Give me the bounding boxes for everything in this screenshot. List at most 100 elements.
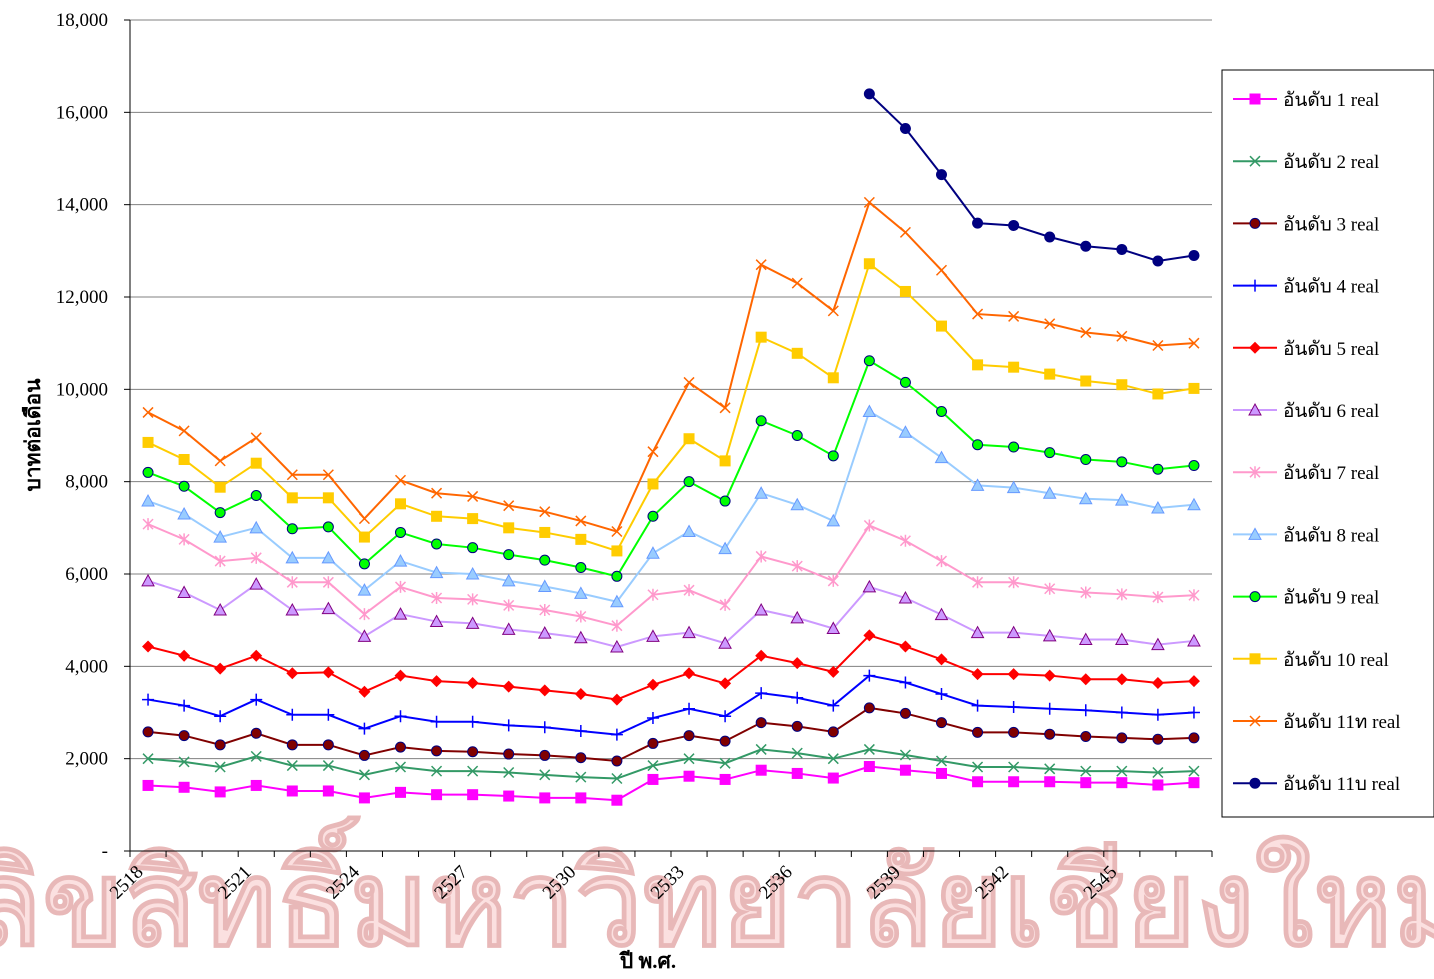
marker	[937, 170, 947, 180]
marker	[214, 604, 226, 615]
marker	[828, 373, 838, 383]
marker	[611, 729, 623, 741]
marker	[539, 684, 551, 696]
marker	[972, 668, 984, 680]
marker	[1188, 675, 1200, 687]
marker	[395, 608, 407, 619]
marker	[431, 716, 443, 728]
marker	[359, 750, 369, 760]
marker	[791, 692, 803, 704]
marker	[250, 650, 262, 662]
marker	[720, 774, 730, 784]
marker	[612, 795, 622, 805]
marker	[287, 524, 297, 534]
marker	[612, 546, 622, 556]
marker	[828, 727, 838, 737]
marker	[792, 348, 802, 358]
marker	[719, 710, 731, 722]
marker	[792, 721, 802, 731]
marker	[683, 667, 695, 679]
marker	[900, 123, 910, 133]
marker	[396, 787, 406, 797]
legend-box	[1222, 70, 1434, 817]
marker	[576, 563, 586, 573]
marker	[251, 728, 261, 738]
marker	[1045, 777, 1055, 787]
marker	[1045, 729, 1055, 739]
marker	[719, 543, 731, 554]
legend-label: อันดับ 11ท real	[1283, 712, 1401, 733]
marker	[179, 533, 189, 545]
series-line	[148, 767, 1194, 801]
marker	[791, 657, 803, 669]
marker	[576, 793, 586, 803]
marker	[972, 700, 984, 712]
marker	[900, 377, 910, 387]
marker	[720, 599, 730, 611]
marker	[287, 740, 297, 750]
marker	[1116, 707, 1128, 719]
marker	[1153, 256, 1163, 266]
y-tick-label: 8,000	[65, 472, 108, 493]
y-tick-label: -	[102, 841, 108, 862]
marker	[1153, 780, 1163, 790]
marker	[468, 543, 478, 553]
marker	[467, 716, 479, 728]
series-line	[148, 361, 1194, 577]
marker	[756, 332, 766, 342]
legend-label: อันดับ 7 real	[1283, 463, 1379, 484]
marker	[143, 518, 153, 530]
marker	[684, 731, 694, 741]
marker	[250, 522, 262, 533]
marker	[359, 514, 369, 524]
marker	[395, 710, 407, 722]
legend-label: อันดับ 11บ real	[1283, 774, 1400, 795]
marker	[756, 765, 766, 775]
marker	[937, 265, 947, 275]
legend-label: อันดับ 1 real	[1283, 90, 1379, 111]
legend-label: อันดับ 6 real	[1283, 401, 1379, 422]
series-line	[148, 411, 1194, 601]
marker	[864, 197, 874, 207]
marker	[503, 719, 515, 731]
marker	[900, 227, 910, 237]
marker	[215, 508, 225, 518]
marker	[1081, 241, 1091, 251]
marker	[1116, 673, 1128, 685]
marker	[1081, 778, 1091, 788]
marker	[179, 426, 189, 436]
marker	[504, 791, 514, 801]
marker	[468, 790, 478, 800]
marker	[1188, 707, 1200, 719]
y-tick-label: 4,000	[65, 656, 108, 677]
marker	[1045, 369, 1055, 379]
marker	[937, 406, 947, 416]
marker	[251, 458, 261, 468]
marker	[322, 709, 334, 721]
marker	[468, 514, 478, 524]
marker	[142, 575, 154, 586]
series-line	[148, 676, 1194, 735]
marker	[755, 487, 767, 498]
series-line	[869, 94, 1194, 261]
marker	[1189, 461, 1199, 471]
marker	[683, 526, 695, 537]
y-tick-label: 2,000	[65, 749, 108, 770]
marker	[1117, 778, 1127, 788]
marker	[142, 495, 154, 506]
marker	[1080, 673, 1092, 685]
marker	[323, 740, 333, 750]
marker	[973, 360, 983, 370]
series-line	[148, 264, 1194, 551]
marker	[359, 559, 369, 569]
marker	[648, 479, 658, 489]
marker	[143, 467, 153, 477]
legend-label: อันดับ 10 real	[1283, 650, 1389, 671]
marker	[178, 650, 190, 662]
marker	[359, 608, 369, 620]
marker	[287, 493, 297, 503]
marker	[1080, 704, 1092, 716]
marker	[647, 547, 659, 558]
marker	[467, 677, 479, 689]
series-line	[148, 581, 1194, 647]
